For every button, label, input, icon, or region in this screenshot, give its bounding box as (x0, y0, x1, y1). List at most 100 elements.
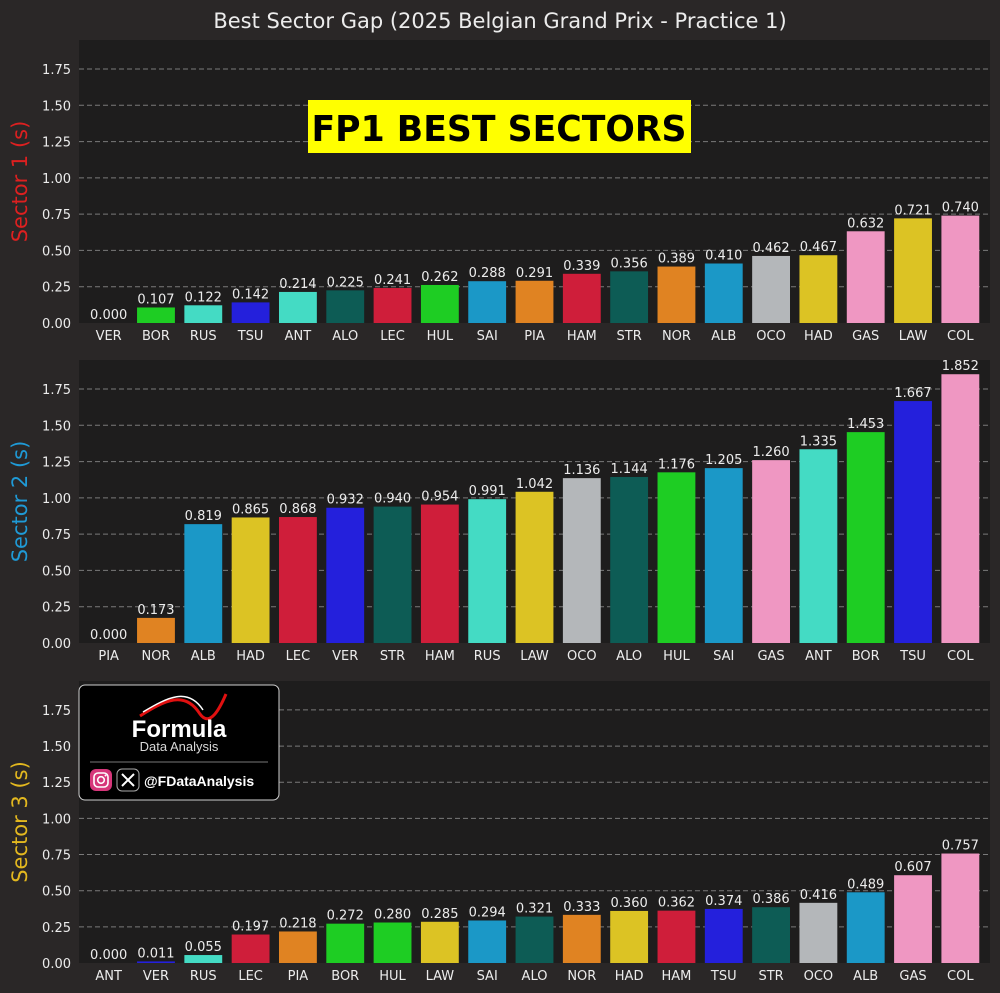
data-label: 0.197 (232, 920, 269, 935)
bar-oco (752, 255, 791, 323)
data-label: 0.954 (421, 490, 458, 505)
y-tick-label: 1.75 (42, 704, 71, 719)
bar-alo (515, 916, 554, 963)
data-label: 0.321 (516, 902, 553, 917)
y-tick-label: 1.50 (42, 419, 71, 434)
x-icon[interactable] (116, 768, 140, 792)
x-tick-label: BOR (142, 329, 170, 344)
data-label: 0.356 (611, 256, 648, 271)
x-tick-label: LEC (286, 649, 311, 664)
y-tick-label: 0.50 (42, 885, 71, 900)
bar-alo (610, 476, 649, 643)
data-label: 1.335 (800, 434, 837, 449)
data-label: 0.721 (894, 203, 931, 218)
bar-bor (846, 432, 885, 643)
x-tick-label: RUS (190, 329, 217, 344)
bar-oco (799, 902, 838, 963)
data-label: 0.107 (137, 292, 174, 307)
y-tick-label: 1.50 (42, 740, 71, 755)
x-tick-label: OCO (804, 969, 834, 984)
data-label: 0.819 (185, 509, 222, 524)
data-label: 0.055 (185, 940, 222, 955)
bar-alb (184, 524, 223, 643)
bar-hul (373, 922, 412, 963)
data-label: 0.940 (374, 492, 411, 507)
data-label: 0.262 (421, 270, 458, 285)
data-label: 0.011 (137, 946, 174, 961)
x-tick-label: COL (947, 649, 974, 664)
x-tick-label: BOR (331, 969, 359, 984)
y-tick-label: 1.25 (42, 456, 71, 471)
y-axis-label: Sector 2 (s) (8, 441, 32, 563)
data-label: 0.272 (327, 909, 364, 924)
data-label: 0.757 (942, 839, 979, 854)
x-tick-label: GAS (899, 969, 926, 984)
bar-bor (137, 307, 175, 323)
instagram-icon[interactable] (90, 769, 112, 791)
bar-str (610, 271, 649, 323)
data-label: 1.042 (516, 477, 553, 492)
data-label: 0.416 (800, 888, 837, 903)
data-label: 0.173 (137, 603, 174, 618)
x-tick-label: VER (96, 329, 122, 344)
x-tick-label: COL (947, 329, 974, 344)
x-tick-label: ANT (95, 969, 122, 984)
sector-2-panel: 0.00 0.25 0.50 0.75 1.00 1.25 1.50 1.75 Sector 2… (8, 359, 990, 664)
y-tick-label: 0.75 (42, 208, 71, 223)
x-tick-label: NOR (662, 329, 691, 344)
bar-col (941, 853, 980, 963)
logo-handle[interactable]: @FDataAnalysis (144, 773, 254, 789)
data-label: 0.389 (658, 252, 695, 267)
x-tick-label: ANT (285, 329, 312, 344)
x-tick-label: LEC (380, 329, 405, 344)
bar-law (420, 921, 459, 963)
data-label: 0.000 (90, 308, 127, 323)
bar-col (941, 374, 980, 643)
y-tick-label: 0.00 (42, 637, 71, 652)
x-tick-label: TSU (710, 969, 737, 984)
data-label: 0.740 (942, 201, 979, 216)
bar-alb (846, 892, 885, 963)
data-label: 1.176 (658, 457, 695, 472)
data-label: 0.374 (705, 894, 742, 909)
x-tick-label: ALB (711, 329, 736, 344)
y-tick-label: 1.00 (42, 172, 71, 187)
data-label: 0.339 (563, 259, 600, 274)
bar-str (373, 506, 412, 643)
x-tick-label: PIA (288, 969, 309, 984)
bar-sai (468, 920, 507, 963)
banner-text: FP1 BEST SECTORS (312, 109, 687, 150)
fp1-banner: FP1 BEST SECTORS (308, 100, 691, 153)
bar-ver (326, 507, 365, 643)
data-label: 0.467 (800, 240, 837, 255)
bar-hul (657, 472, 696, 643)
x-tick-label: HUL (379, 969, 406, 984)
x-tick-label: HAM (662, 969, 692, 984)
bar-nor (137, 617, 175, 643)
y-tick-label: 1.00 (42, 492, 71, 507)
x-tick-label: BOR (852, 649, 880, 664)
bar-oco (562, 478, 601, 643)
y-tick-label: 1.25 (42, 136, 71, 151)
x-tick-label: GAS (757, 649, 784, 664)
data-label: 0.360 (611, 896, 648, 911)
y-tick-label: 0.50 (42, 244, 71, 259)
x-tick-label: OCO (567, 649, 597, 664)
data-label: 0.932 (327, 493, 364, 508)
bar-gas (752, 460, 791, 643)
bar-ant (799, 449, 838, 643)
data-label: 0.386 (752, 892, 789, 907)
x-tick-label: PIA (98, 649, 119, 664)
data-label: 0.142 (232, 287, 269, 302)
data-label: 0.489 (847, 877, 884, 892)
data-label: 1.260 (752, 445, 789, 460)
data-label: 0.000 (90, 628, 127, 643)
bar-gas (894, 875, 932, 963)
data-label: 1.667 (894, 386, 931, 401)
x-tick-label: LAW (899, 329, 928, 344)
data-label: 0.285 (421, 907, 458, 922)
bar-law (515, 491, 554, 643)
y-tick-label: 1.75 (42, 383, 71, 398)
bar-rus (468, 499, 507, 643)
y-tick-label: 0.75 (42, 528, 71, 543)
